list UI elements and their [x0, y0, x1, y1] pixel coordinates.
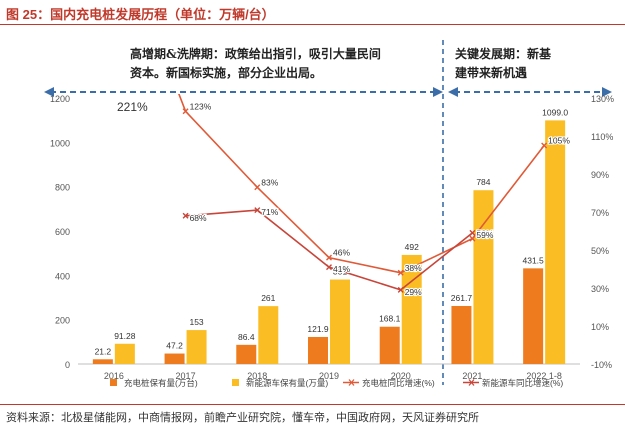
bar-value-label: 261.7: [451, 293, 473, 303]
series-point-marker: [469, 229, 476, 236]
x-tick-label: 2021: [462, 371, 482, 381]
series-point-marker: [469, 235, 476, 242]
bar: [473, 190, 494, 364]
legend-label: 充电桩同比增速(%): [362, 378, 435, 388]
series-point-marker: [326, 254, 332, 261]
line-value-label: 56%: [476, 229, 493, 239]
bar-value-label: 21.2: [95, 346, 112, 356]
legend-label: 新能源车保有量(万量): [246, 378, 328, 388]
y-left-tick-label: 0: [65, 360, 70, 370]
y-right-tick-label: 50%: [591, 246, 609, 256]
phase-arrow-left: [44, 87, 443, 97]
phase-left-line2: 资本。新国标实施，部分企业出局。: [130, 65, 322, 80]
line-value-label: 59%: [476, 230, 493, 240]
x-tick-label: 2020: [391, 371, 411, 381]
y-left-tick-label: 1000: [50, 138, 70, 148]
x-tick-label: 2018: [247, 371, 267, 381]
bar: [545, 120, 566, 364]
line-value-label: 105%: [548, 136, 570, 146]
y-right-tick-label: 90%: [591, 170, 609, 180]
legend-marker: [348, 379, 355, 386]
bar: [186, 330, 207, 364]
bar-value-label: 261: [261, 293, 275, 303]
phase-arrow-right: [448, 87, 612, 97]
line-value-label: 46%: [333, 248, 350, 258]
bar-value-label: 121.9: [307, 324, 329, 334]
x-tick-label: 2017: [176, 371, 196, 381]
legend-swatch: [110, 379, 117, 386]
line-value-label: 123%: [190, 101, 212, 111]
y-right-tick-label: -10%: [591, 360, 612, 370]
bar-value-label: 86.4: [238, 332, 255, 342]
bar-value-label: 492: [405, 242, 419, 252]
line-value-label: 41%: [333, 264, 350, 274]
y-right-tick-label: 70%: [591, 208, 609, 218]
series-line: [185, 209, 473, 291]
bar: [236, 344, 257, 364]
line-value-label: 29%: [405, 287, 422, 297]
bar: [379, 326, 400, 364]
x-tick-label: 2016: [104, 371, 124, 381]
legend-marker: [468, 379, 475, 386]
figure-title: 图 25：国内充电桩发展历程（单位：万辆/台）: [6, 7, 275, 22]
series-point-marker: [254, 207, 261, 214]
bar: [114, 343, 135, 364]
legend-swatch: [232, 379, 239, 386]
y-right-tick-label: 10%: [591, 322, 609, 332]
bar: [330, 279, 350, 364]
line-value-label: 38%: [405, 263, 422, 273]
bar: [451, 305, 472, 364]
y-left-tick-label: 800: [55, 183, 70, 193]
bar-value-label: 381: [333, 267, 347, 277]
y-left-tick-label: 200: [55, 316, 70, 326]
series-point-marker: [182, 212, 189, 219]
legend-label: 新能源车同比增速(%): [482, 378, 563, 388]
source-divider: [0, 404, 625, 405]
bar: [258, 306, 279, 364]
line-value-label: 68%: [190, 213, 207, 223]
y-left-tick-label: 1200: [50, 94, 70, 104]
phase-right-line2: 建带来新机遇: [454, 65, 527, 80]
y-left-tick-label: 400: [55, 271, 70, 281]
series-point-marker: [326, 264, 332, 271]
series-point-marker: [182, 108, 189, 115]
series-point-marker: [541, 142, 548, 149]
bar: [401, 254, 422, 364]
x-tick-label: 2019: [319, 371, 339, 381]
bar: [92, 359, 113, 364]
series-point-marker: [397, 269, 404, 276]
y-right-tick-label: 30%: [591, 284, 609, 294]
line-value-label: 83%: [261, 177, 278, 187]
bar-value-label: 153: [189, 317, 203, 327]
bar-value-label: 1099.0: [542, 107, 568, 117]
y-left-tick-label: 600: [55, 227, 70, 237]
peak-growth-label: 221%: [117, 100, 148, 114]
bar: [308, 336, 328, 364]
chart: 高增期&洗牌期：政策给出指引，吸引大量民间 资本。新国标实施，部分企业出局。 关…: [44, 40, 614, 388]
line-value-label: 71%: [261, 207, 278, 217]
legend-label: 充电桩保有量(万台): [124, 378, 198, 388]
bar-value-label: 784: [476, 177, 490, 187]
series-point-marker: [397, 286, 404, 293]
phase-right-line1: 关键发展期：新基: [455, 46, 552, 61]
bar-value-label: 431.5: [523, 255, 545, 265]
bar-value-label: 91.28: [114, 331, 136, 341]
bar-value-label: 47.2: [166, 341, 183, 351]
y-right-tick-label: 130%: [591, 94, 614, 104]
bar: [164, 353, 185, 364]
bar-value-label: 168.1: [379, 314, 401, 324]
bar: [523, 268, 544, 364]
title-divider: [0, 24, 625, 25]
phase-left-line1: 高增期&洗牌期：政策给出指引，吸引大量民间: [130, 46, 381, 61]
x-tick-label: 2022 1-8: [526, 371, 562, 381]
source-note: 资料来源：北极星储能网，中商情报网，前瞻产业研究院，懂车帝，中国政府网，天风证券…: [6, 412, 479, 424]
series-point-marker: [254, 184, 261, 191]
y-right-tick-label: 110%: [591, 132, 613, 142]
